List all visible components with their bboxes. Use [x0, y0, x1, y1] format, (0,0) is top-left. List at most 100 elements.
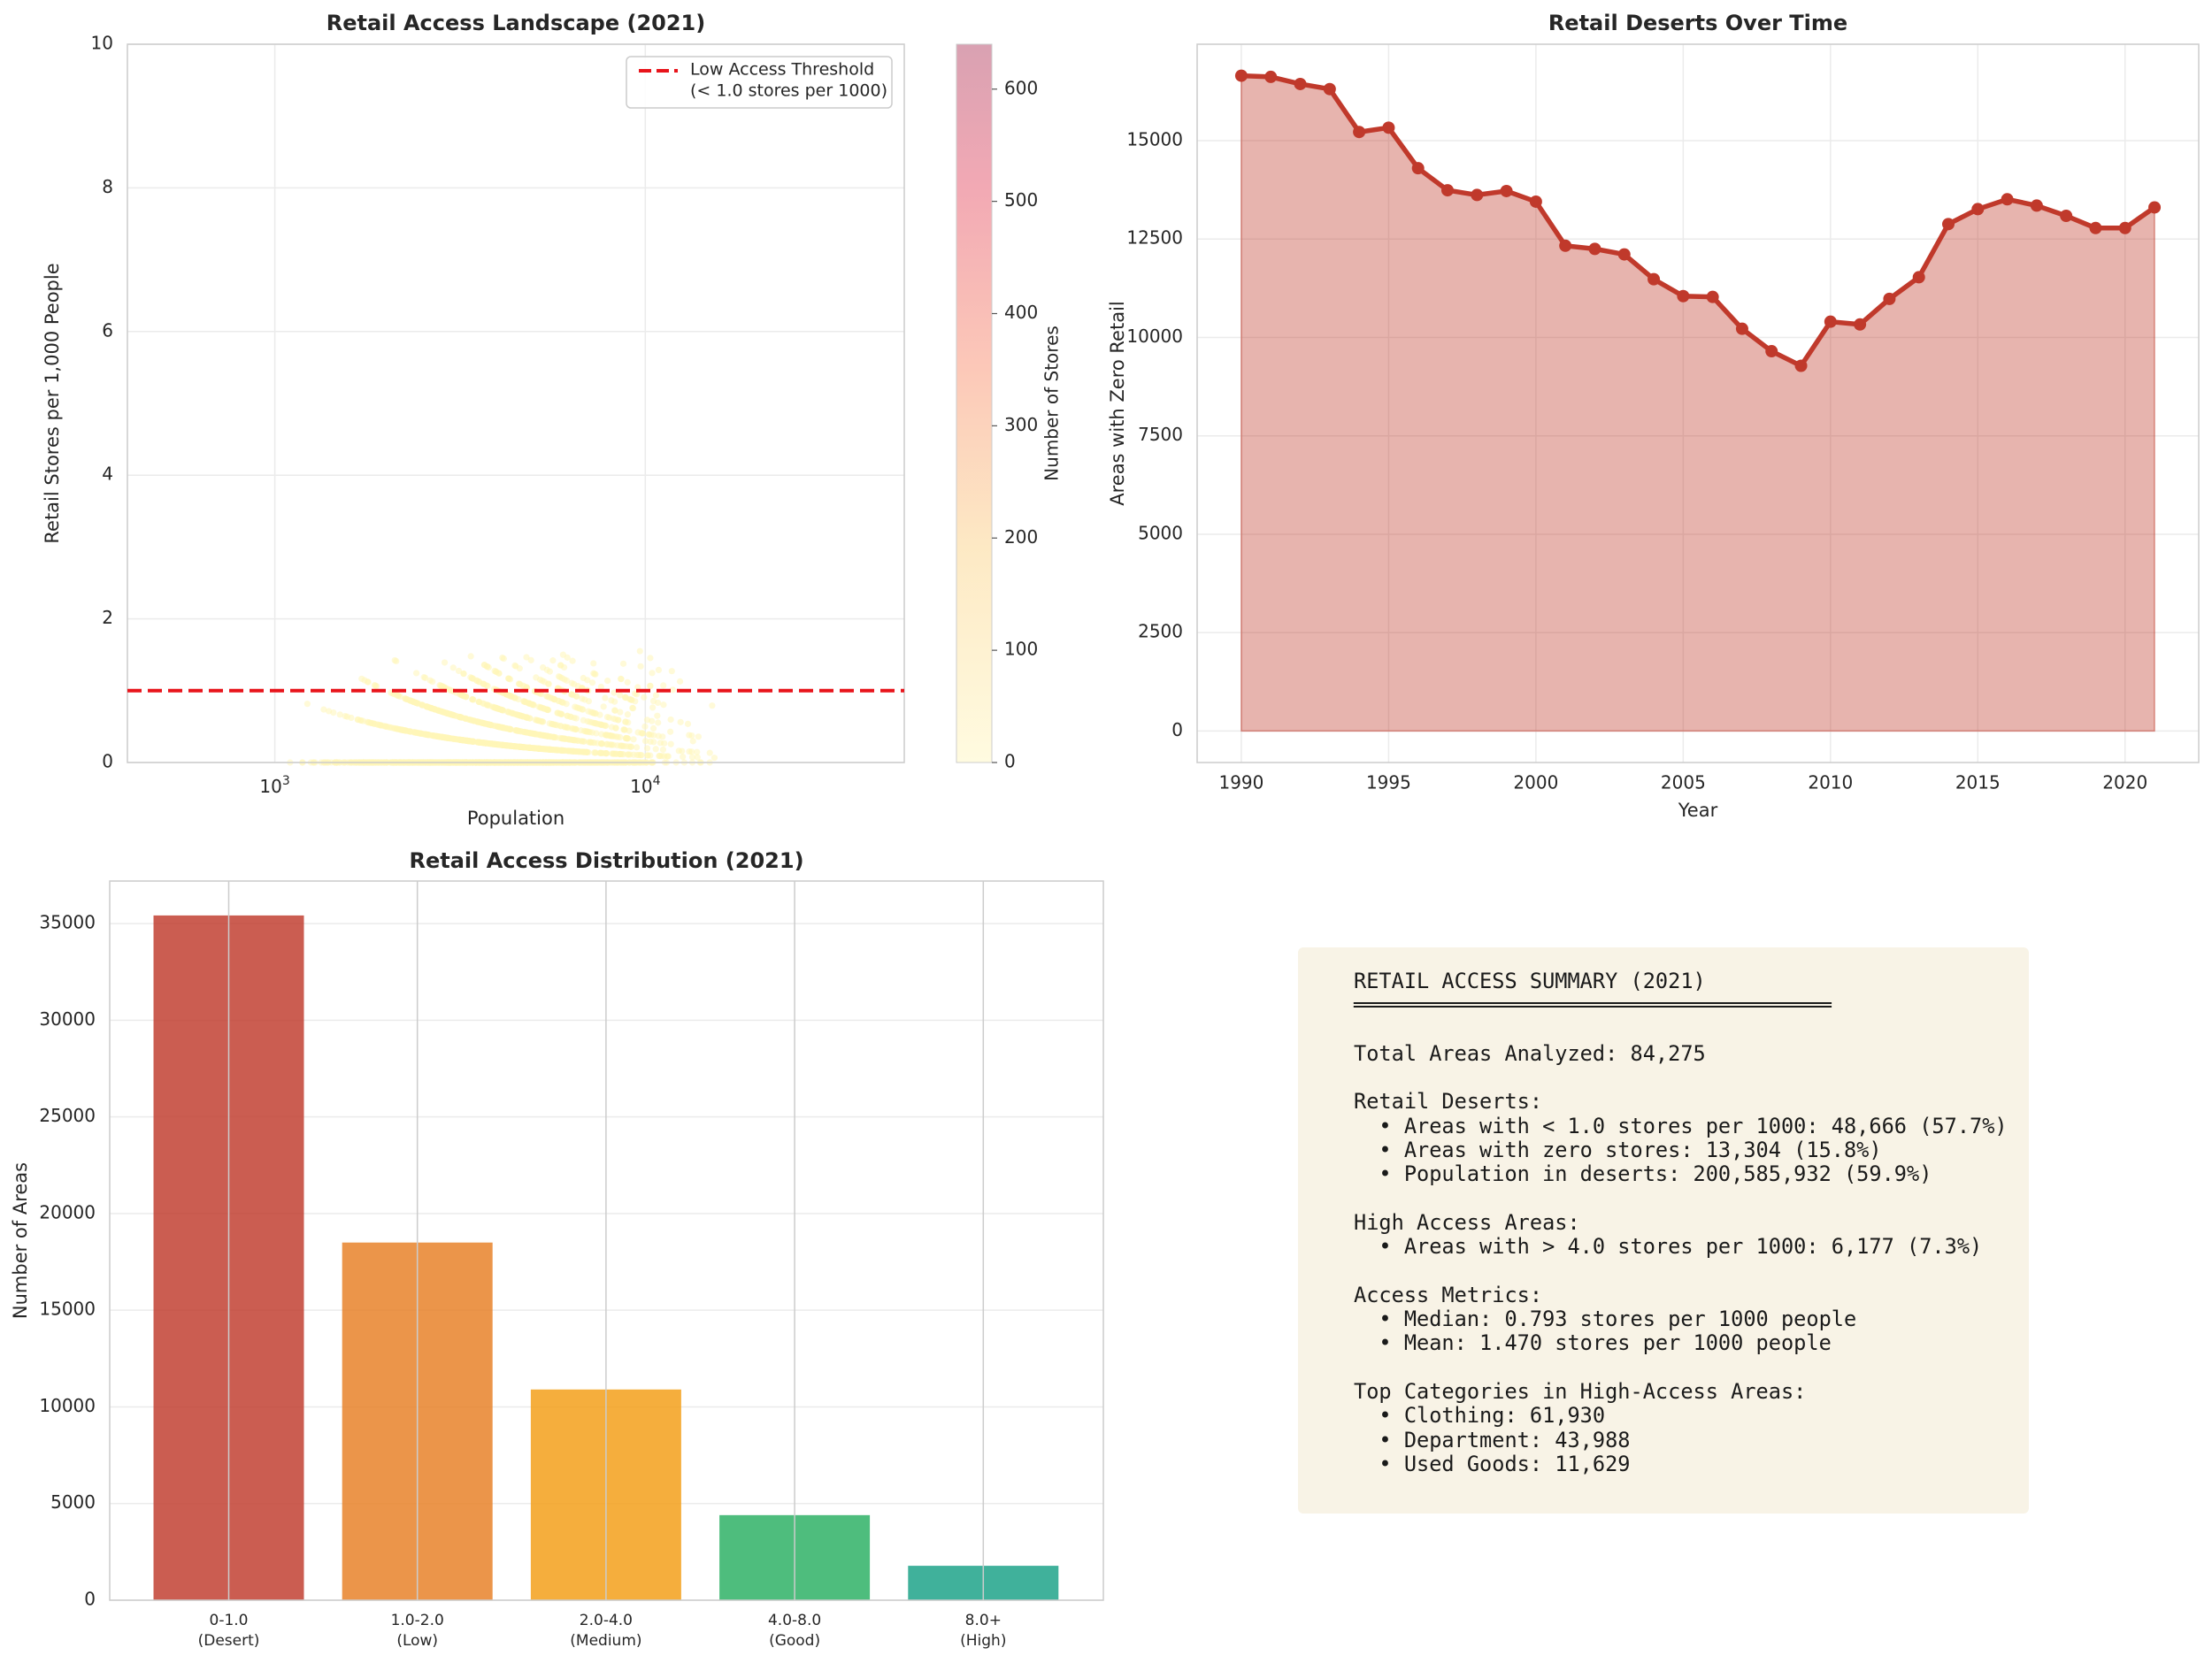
scatter-point — [684, 720, 692, 727]
data-point — [1706, 290, 1719, 303]
scatter-point — [572, 737, 579, 744]
scatter-point — [449, 664, 457, 671]
legend-label: Low Access Threshold — [690, 60, 874, 80]
x-tick-label: 2.0-4.0 — [580, 1612, 633, 1629]
scatter-point — [469, 695, 476, 703]
scatter-points — [287, 648, 718, 766]
data-point — [1382, 121, 1395, 134]
scatter-point — [503, 691, 510, 698]
scatter-point — [460, 670, 467, 678]
colorbar-tick-label: 200 — [1004, 526, 1038, 548]
scatter-point — [647, 738, 654, 745]
data-point — [1971, 203, 1985, 216]
data-point — [1765, 345, 1778, 358]
scatter-point — [377, 722, 384, 729]
data-point — [2030, 199, 2043, 212]
scatter-point — [625, 751, 632, 758]
scatter-point — [634, 729, 641, 736]
data-point — [1588, 242, 1601, 256]
scatter-point — [617, 733, 624, 741]
colorbar-tick-label: 400 — [1004, 302, 1038, 323]
scatter-point — [592, 710, 599, 717]
x-tick-label: (Good) — [769, 1632, 820, 1650]
scatter-point — [550, 733, 557, 740]
scatter-point — [598, 721, 605, 728]
scatter-point — [348, 714, 355, 722]
scatter-point — [431, 706, 438, 713]
x-tick-label: 2015 — [1955, 772, 2001, 793]
scatter-point — [625, 719, 632, 726]
scatter-point — [460, 693, 467, 700]
scatter-point — [677, 718, 684, 725]
y-tick-label: 10000 — [39, 1395, 96, 1416]
scatter-point — [489, 740, 497, 747]
area-chart — [1196, 43, 2200, 763]
data-point — [1883, 292, 1896, 305]
scatter-point — [457, 736, 465, 744]
scatter-point — [523, 654, 530, 661]
scatter-point — [524, 714, 531, 721]
data-point — [1677, 289, 1690, 303]
scatter-point — [649, 704, 657, 711]
scatter-point — [358, 675, 365, 682]
legend-box — [626, 56, 893, 109]
scatter-point — [572, 725, 579, 732]
chart-title: Retail Access Distribution (2021) — [409, 848, 803, 873]
y-axis-label: Number of Areas — [10, 1162, 31, 1319]
x-tick-label: (Low) — [396, 1632, 438, 1650]
scatter-point — [566, 713, 574, 720]
scatter-point — [393, 692, 401, 699]
scatter-point — [393, 725, 401, 732]
chart-title: Retail Access Landscape (2021) — [326, 11, 705, 35]
scatter-point — [649, 724, 657, 732]
scatter-point — [520, 744, 527, 751]
colorbar-label: Number of Stores — [1041, 326, 1063, 481]
scatter-point — [624, 735, 631, 742]
scatter-point — [543, 732, 550, 740]
scatter-point — [597, 740, 605, 747]
colorbar — [956, 43, 993, 763]
data-point — [1323, 82, 1336, 96]
scatter-point — [443, 709, 450, 717]
scatter-point — [695, 733, 702, 740]
scatter-chart: 103 104 — [127, 43, 997, 797]
scatter-point — [403, 695, 411, 703]
scatter-point — [492, 723, 499, 730]
scatter-point — [652, 692, 660, 699]
data-point — [1411, 162, 1425, 175]
x-tick-label: 8.0+ — [965, 1612, 1002, 1629]
x-tick-label: 1990 — [1218, 772, 1263, 793]
scatter-point — [636, 648, 643, 655]
scatter-point — [497, 724, 504, 731]
scatter-point — [554, 709, 562, 717]
y-tick-label: 2 — [102, 607, 113, 628]
y-tick-label: 0 — [102, 751, 113, 772]
scatter-point — [499, 707, 506, 714]
scatter-point — [492, 704, 499, 711]
scatter-point — [412, 670, 420, 677]
scatter-point — [561, 735, 569, 742]
scatter-point — [590, 660, 597, 667]
y-tick-label: 5000 — [50, 1491, 96, 1513]
scatter-point — [603, 740, 611, 747]
scatter-point — [429, 678, 436, 686]
y-tick-label: 20000 — [39, 1201, 96, 1222]
scatter-point — [382, 723, 389, 730]
scatter-point — [602, 694, 609, 701]
scatter-point — [649, 670, 656, 677]
x-tick-label: 2005 — [1661, 772, 1706, 793]
scatter-point — [483, 663, 491, 671]
data-point — [2060, 209, 2073, 222]
scatter-point — [668, 668, 675, 675]
y-tick-label: 0 — [84, 1589, 96, 1610]
scatter-point — [655, 719, 662, 726]
data-point — [2118, 221, 2131, 234]
y-tick-label: 30000 — [39, 1008, 96, 1030]
scatter-point — [626, 695, 634, 703]
summary-text: RETAIL ACCESS SUMMARY (2021) ═══════════… — [1354, 969, 2008, 1476]
scatter-point — [476, 718, 483, 726]
summary-panel — [1298, 947, 2029, 1514]
data-point — [1617, 248, 1631, 261]
scatter-point — [423, 703, 430, 710]
scatter-point — [468, 738, 475, 745]
